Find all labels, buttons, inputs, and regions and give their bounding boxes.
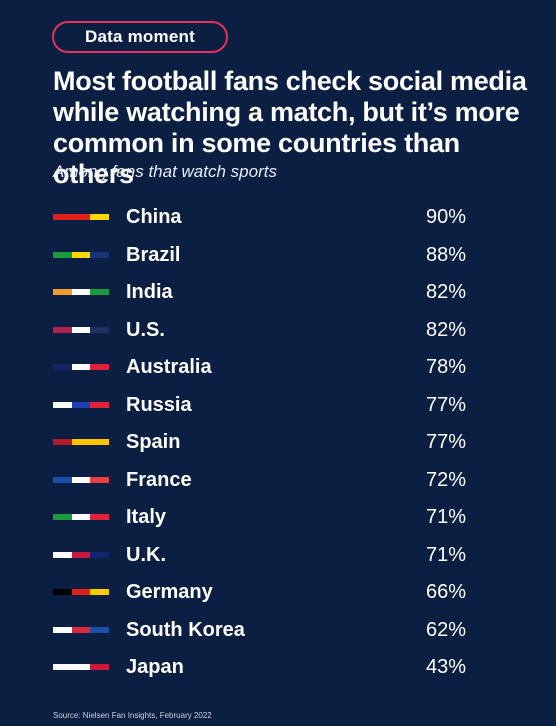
country-label: Japan	[126, 656, 184, 678]
value-label: 77%	[425, 431, 466, 453]
flag-icon	[53, 551, 110, 558]
country-row: Brazil 88%	[0, 236, 556, 274]
country-row: U.K. 71%	[0, 536, 556, 574]
flag-icon	[53, 401, 110, 408]
chart-title: Most football fans check social media wh…	[53, 66, 527, 189]
value-label: 72%	[425, 468, 466, 491]
value-label: 71%	[425, 543, 466, 566]
country-label: France	[126, 468, 192, 491]
country-label: India	[126, 281, 173, 303]
country-row: Russia 77%	[0, 386, 556, 424]
value-label: 78%	[425, 356, 466, 378]
country-row: Japan 43%	[0, 648, 556, 686]
flag-stripe	[90, 589, 110, 595]
flag-stripe	[90, 551, 110, 558]
flag-stripe	[71, 326, 91, 333]
value-label: 66%	[425, 581, 466, 603]
flag-icon	[53, 626, 110, 633]
country-label: South Korea	[126, 618, 245, 641]
country-label: U.S.	[126, 318, 165, 341]
flag-stripe	[53, 364, 72, 370]
country-row: Australia 78%	[0, 348, 556, 386]
flag-stripe	[71, 364, 91, 370]
flag-icon	[53, 364, 110, 370]
flag-stripe	[53, 401, 72, 408]
flag-stripe	[53, 214, 72, 220]
flag-stripe	[53, 476, 72, 483]
country-label: U.K.	[126, 543, 166, 566]
flag-stripe	[53, 326, 72, 333]
flag-stripe	[71, 476, 91, 483]
flag-stripe	[53, 589, 72, 595]
flag-stripe	[71, 401, 91, 408]
flag-stripe	[53, 251, 72, 258]
value-label: 88%	[425, 243, 466, 266]
country-row: India 82%	[0, 273, 556, 311]
value-label: 90%	[425, 206, 466, 228]
flag-stripe	[53, 626, 72, 633]
flag-stripe	[53, 551, 72, 558]
flag-stripe	[90, 664, 110, 670]
flag-stripe	[90, 476, 110, 483]
flag-icon	[53, 439, 110, 445]
flag-stripe	[90, 289, 110, 295]
flag-stripe	[53, 514, 72, 520]
flag-icon	[53, 589, 110, 595]
flag-stripe	[90, 626, 110, 633]
country-row: Spain 77%	[0, 423, 556, 461]
country-row: South Korea 62%	[0, 611, 556, 649]
flag-stripe	[71, 626, 91, 633]
country-label: Russia	[126, 393, 192, 416]
flag-icon	[53, 214, 110, 220]
chart-subtitle: Among fans that watch sports	[53, 162, 277, 181]
flag-stripe	[71, 664, 91, 670]
country-label: Australia	[126, 356, 212, 378]
source-note: Source: Nielsen Fan Insights, February 2…	[53, 711, 212, 720]
flag-stripe	[90, 401, 110, 408]
flag-stripe	[53, 289, 72, 295]
value-label: 82%	[425, 318, 466, 341]
flag-stripe	[71, 289, 91, 295]
flag-icon	[53, 476, 110, 483]
country-row: Germany 66%	[0, 573, 556, 611]
country-label: China	[126, 206, 182, 228]
country-label: Germany	[126, 581, 213, 603]
value-label: 62%	[425, 618, 466, 641]
flag-stripe	[71, 514, 91, 520]
country-row: France 72%	[0, 461, 556, 499]
flag-stripe	[71, 251, 91, 258]
data-moment-badge: Data moment	[52, 21, 228, 53]
flag-stripe	[53, 664, 72, 670]
country-label: Brazil	[126, 243, 181, 266]
flag-icon	[53, 251, 110, 258]
country-row: China 90%	[0, 198, 556, 236]
flag-stripe	[90, 364, 110, 370]
country-row: Italy 71%	[0, 498, 556, 536]
flag-stripe	[71, 214, 91, 220]
country-label: Italy	[126, 506, 167, 528]
country-label: Spain	[126, 431, 181, 453]
flag-stripe	[90, 251, 110, 258]
flag-stripe	[90, 514, 110, 520]
flag-icon	[53, 664, 110, 670]
flag-stripe	[71, 551, 91, 558]
flag-icon	[53, 289, 110, 295]
flag-icon	[53, 326, 110, 333]
flag-stripe	[71, 439, 91, 445]
value-label: 43%	[425, 656, 466, 678]
flag-stripe	[90, 214, 110, 220]
flag-stripe	[53, 439, 72, 445]
value-label: 71%	[425, 506, 466, 528]
value-label: 77%	[425, 393, 466, 416]
flag-icon	[53, 514, 110, 520]
flag-stripe	[90, 439, 110, 445]
flag-stripe	[71, 589, 91, 595]
country-row: U.S. 82%	[0, 311, 556, 349]
flag-stripe	[90, 326, 110, 333]
value-label: 82%	[425, 281, 466, 303]
